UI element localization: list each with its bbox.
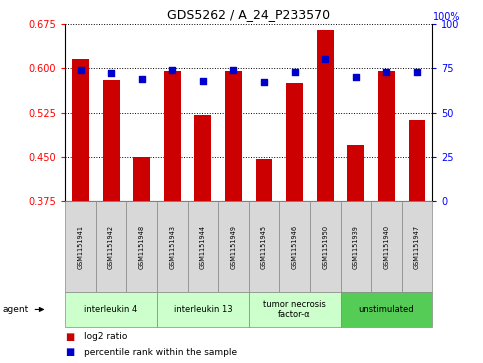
Text: GSM1151942: GSM1151942 <box>108 225 114 269</box>
Bar <box>286 83 303 201</box>
Text: GSM1151950: GSM1151950 <box>322 225 328 269</box>
Text: interleukin 4: interleukin 4 <box>85 305 138 314</box>
Bar <box>195 115 211 201</box>
Text: GSM1151946: GSM1151946 <box>292 225 298 269</box>
Bar <box>378 71 395 201</box>
Bar <box>409 120 426 201</box>
Point <box>199 78 207 83</box>
Text: GSM1151947: GSM1151947 <box>414 225 420 269</box>
Point <box>321 56 329 62</box>
Text: ■: ■ <box>65 332 74 342</box>
Text: ■: ■ <box>65 347 74 357</box>
Text: agent: agent <box>2 305 28 314</box>
Text: log2 ratio: log2 ratio <box>84 333 127 341</box>
Point <box>260 79 268 85</box>
Text: GSM1151949: GSM1151949 <box>230 225 237 269</box>
Text: GSM1151941: GSM1151941 <box>77 225 84 269</box>
Bar <box>133 157 150 201</box>
Text: interleukin 13: interleukin 13 <box>173 305 232 314</box>
Bar <box>317 29 334 201</box>
Point <box>352 74 360 80</box>
Text: GSM1151939: GSM1151939 <box>353 225 359 269</box>
Text: GSM1151940: GSM1151940 <box>384 225 389 269</box>
Text: tumor necrosis
factor-α: tumor necrosis factor-α <box>263 300 326 319</box>
Bar <box>103 80 119 201</box>
Bar <box>72 59 89 201</box>
Bar <box>347 145 364 201</box>
Point <box>77 67 85 73</box>
Text: 100%: 100% <box>433 12 461 22</box>
Bar <box>164 71 181 201</box>
Point <box>413 69 421 74</box>
Text: unstimulated: unstimulated <box>358 305 414 314</box>
Text: GSM1151943: GSM1151943 <box>169 225 175 269</box>
Bar <box>225 71 242 201</box>
Title: GDS5262 / A_24_P233570: GDS5262 / A_24_P233570 <box>167 8 330 21</box>
Text: GSM1151945: GSM1151945 <box>261 225 267 269</box>
Point <box>291 69 298 74</box>
Point <box>229 67 237 73</box>
Text: percentile rank within the sample: percentile rank within the sample <box>84 348 237 356</box>
Text: GSM1151948: GSM1151948 <box>139 225 145 269</box>
Point <box>383 69 390 74</box>
Point <box>169 67 176 73</box>
Point <box>138 76 145 82</box>
Text: GSM1151944: GSM1151944 <box>200 225 206 269</box>
Point <box>107 70 115 76</box>
Bar <box>256 159 272 201</box>
